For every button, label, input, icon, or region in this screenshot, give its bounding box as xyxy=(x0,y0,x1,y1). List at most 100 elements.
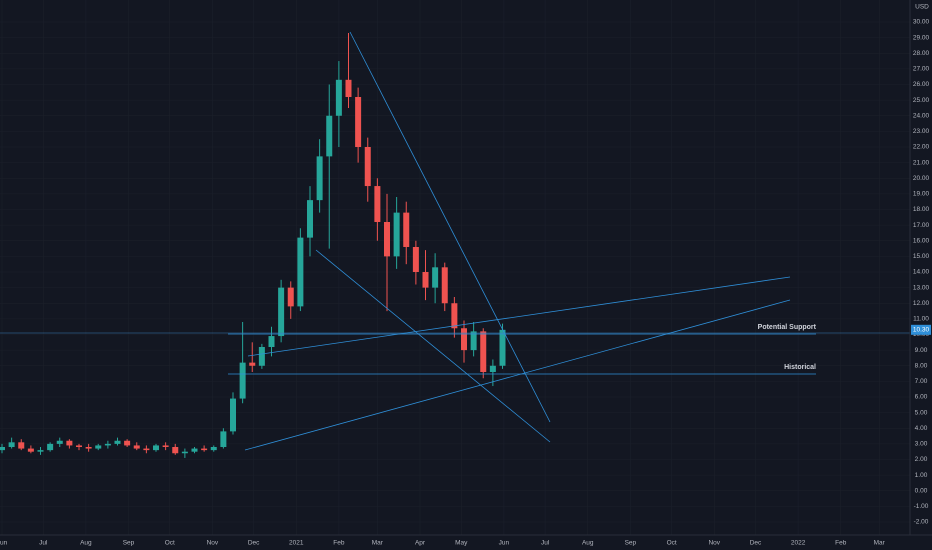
y-tick-label: 2.00 xyxy=(915,456,928,463)
candle-body xyxy=(153,445,159,451)
x-tick-label: Dec xyxy=(248,540,260,547)
y-tick-label: 3.00 xyxy=(915,441,928,448)
x-tick-label: Feb xyxy=(835,540,847,547)
candle-body xyxy=(258,347,265,366)
x-tick-label: Mar xyxy=(372,540,384,547)
candle-body xyxy=(104,443,111,446)
y-tick-label: 7.00 xyxy=(915,378,928,385)
candle-body xyxy=(412,247,419,272)
y-tick-label: 30.00 xyxy=(913,19,930,26)
candle-body xyxy=(489,365,496,372)
y-tick-label: 23.00 xyxy=(913,128,930,135)
y-tick-label: 9.00 xyxy=(915,347,928,354)
y-tick-label: 6.00 xyxy=(915,394,928,401)
trend-line xyxy=(315,249,551,443)
x-tick-label: Jun xyxy=(0,540,8,547)
candle-body xyxy=(8,442,15,447)
candle-body xyxy=(355,97,362,147)
candle-body xyxy=(37,450,44,452)
candle-body xyxy=(95,445,102,449)
y-tick-label: 28.00 xyxy=(913,50,930,57)
x-tick-label: Sep xyxy=(625,540,637,547)
x-tick-label: Aug xyxy=(80,540,92,547)
y-tick-label: 22.00 xyxy=(913,144,930,151)
last-price-label: 10.30 xyxy=(913,327,930,334)
candle-body xyxy=(162,445,169,447)
candle-body xyxy=(230,398,236,432)
x-tick-label: Dec xyxy=(750,540,762,547)
candle-body xyxy=(326,115,333,157)
candle-body xyxy=(316,156,323,201)
candle-body xyxy=(451,303,458,329)
y-tick-label: 17.00 xyxy=(913,222,930,229)
candle-body xyxy=(172,447,179,454)
candle-body xyxy=(461,328,467,351)
candle-body xyxy=(470,331,477,351)
x-tick-label: Jun xyxy=(499,540,510,547)
candle-body xyxy=(47,443,54,451)
y-tick-label: 0.00 xyxy=(915,487,928,494)
candle-body xyxy=(191,448,198,452)
y-tick-label: -1.00 xyxy=(914,503,929,510)
candle-body xyxy=(422,272,429,288)
trend-line xyxy=(244,299,791,451)
x-tick-label: Jul xyxy=(39,540,48,547)
x-tick-label: May xyxy=(455,540,468,547)
x-tick-label: Jul xyxy=(541,540,550,547)
x-tick-label: 2021 xyxy=(289,540,304,547)
candle-body xyxy=(499,329,506,366)
candle-body xyxy=(56,440,63,444)
candle-body xyxy=(297,237,304,307)
x-tick-label: 2022 xyxy=(791,540,806,547)
candle-body xyxy=(143,448,150,451)
y-tick-label: 15.00 xyxy=(913,253,930,260)
y-tick-label: 27.00 xyxy=(913,66,930,73)
axes: -2.00 -1.00 0.00 1.00 2.00 3.00 4.00 5.00 6.00 7.… xyxy=(0,19,931,547)
candle-body xyxy=(384,222,390,257)
x-tick-label: Aug xyxy=(582,540,594,547)
x-tick-label: Nov xyxy=(708,540,720,547)
candle-body xyxy=(220,431,227,447)
y-tick-label: 13.00 xyxy=(913,284,930,291)
candle-body xyxy=(114,440,121,444)
candle-body xyxy=(210,447,217,451)
trend-line xyxy=(247,276,791,357)
y-tick-label: 19.00 xyxy=(913,191,930,198)
candle-body xyxy=(403,212,410,247)
y-tick-label: -2.00 xyxy=(914,519,929,526)
candle-body xyxy=(432,267,439,288)
candle-body xyxy=(133,445,140,449)
candle-body xyxy=(374,186,381,222)
candle-body xyxy=(345,79,352,97)
candle-body xyxy=(0,447,5,451)
candle-body xyxy=(27,448,34,452)
last-price-box xyxy=(911,324,931,335)
candles xyxy=(0,32,506,458)
candle-body xyxy=(441,267,448,304)
candle-body xyxy=(249,362,256,366)
currency-label: USD xyxy=(915,4,929,11)
y-tick-label: 14.00 xyxy=(913,269,930,276)
candle-body xyxy=(480,331,487,372)
y-tick-label: 26.00 xyxy=(913,81,930,88)
annotation: Potential Support xyxy=(758,324,817,331)
candle-body xyxy=(18,442,25,449)
y-tick-label: 18.00 xyxy=(913,206,930,213)
y-tick-label: 29.00 xyxy=(913,34,930,41)
x-tick-label: Nov xyxy=(207,540,219,547)
candle-body xyxy=(66,440,73,446)
candle-body xyxy=(393,212,400,257)
y-tick-label: 21.00 xyxy=(913,159,930,166)
candle-body xyxy=(364,147,371,187)
candle-body xyxy=(85,447,92,449)
y-tick-label: 11.00 xyxy=(913,316,929,323)
candle-body xyxy=(307,200,313,238)
y-tick-label: 4.00 xyxy=(915,425,928,432)
candle-body xyxy=(76,445,82,447)
x-tick-label: Apr xyxy=(415,540,426,547)
trend-line xyxy=(349,31,551,423)
x-tick-label: Feb xyxy=(333,540,345,547)
y-tick-label: 16.00 xyxy=(913,237,930,244)
